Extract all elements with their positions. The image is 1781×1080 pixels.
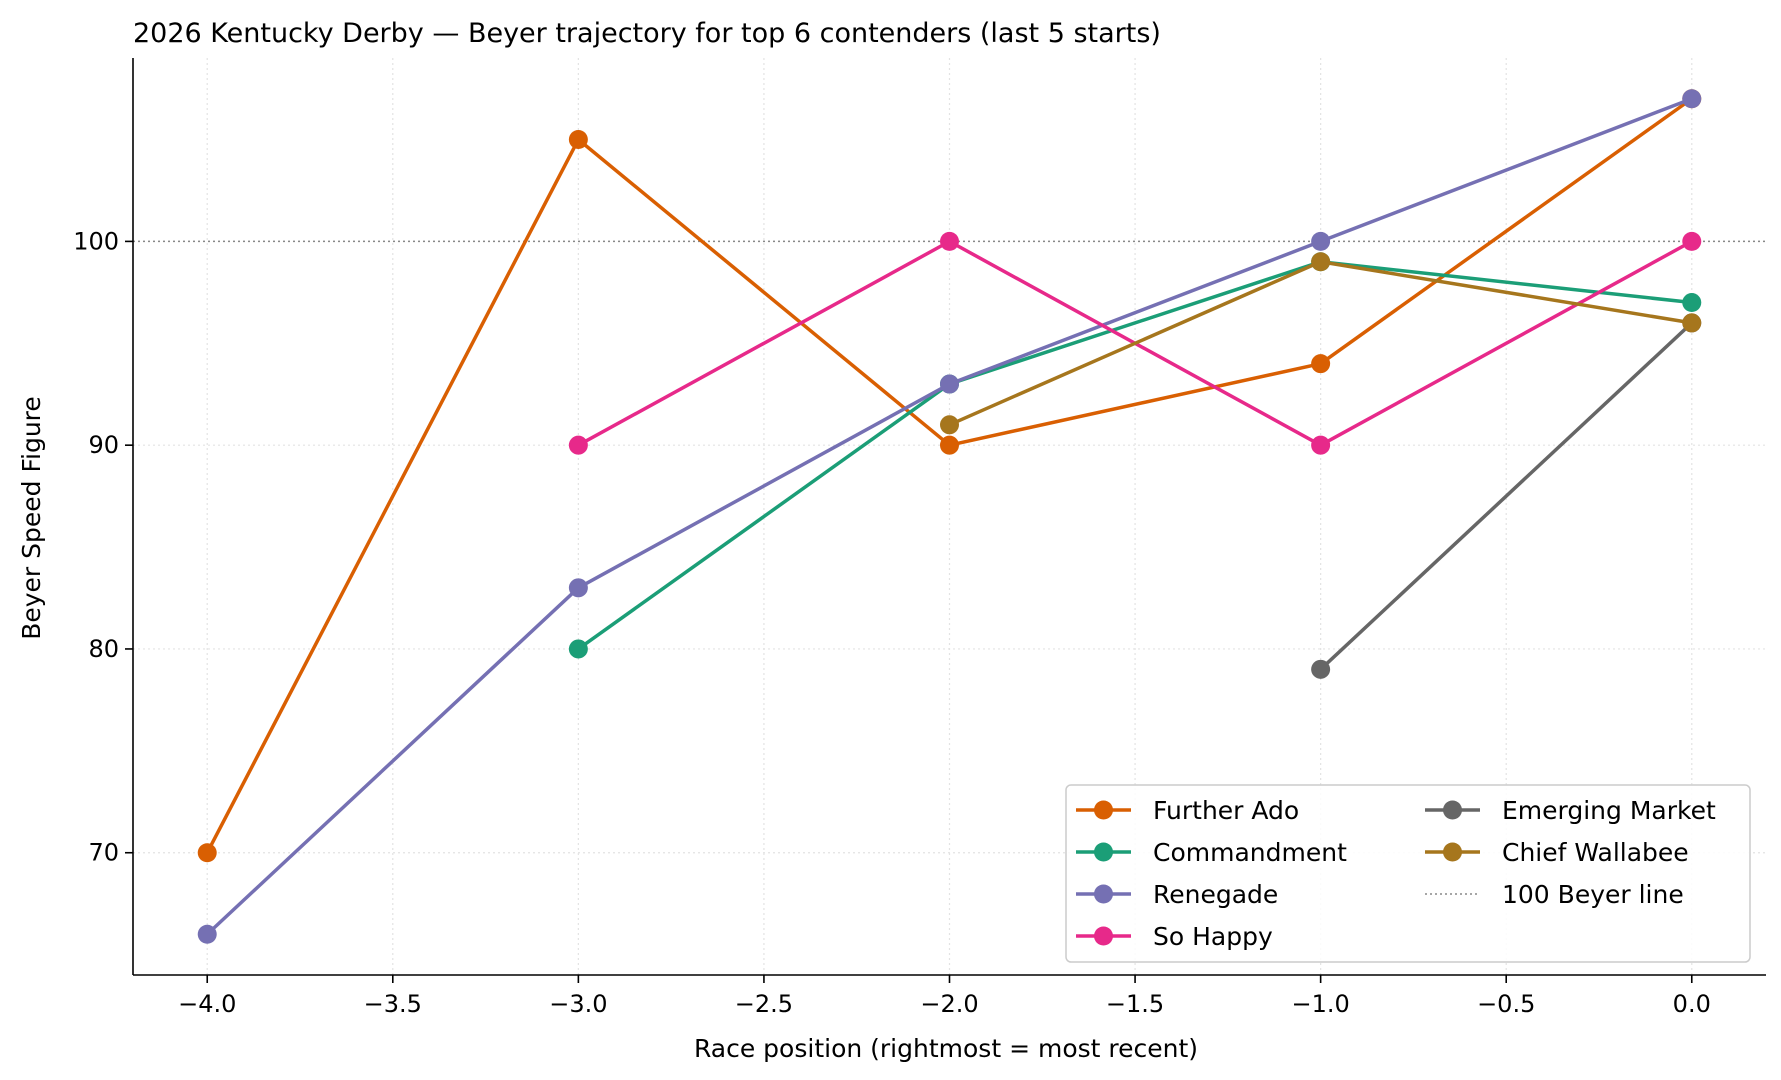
legend-marker-swatch bbox=[1094, 842, 1113, 862]
y-axis-title: Beyer Speed Figure bbox=[17, 396, 46, 640]
series-line-emerging-market bbox=[1319, 321, 1693, 671]
legend: Further Ado Commandment Renegade So Happy Em… bbox=[1065, 784, 1751, 963]
legend-label: Chief Wallabee bbox=[1502, 838, 1689, 867]
x-tick-label: −3.5 bbox=[364, 990, 422, 1018]
data-point-emerging-market bbox=[1311, 659, 1331, 679]
legend-label: Renegade bbox=[1153, 880, 1278, 909]
legend-label: Emerging Market bbox=[1502, 796, 1716, 825]
legend-entry-emerging-market: Emerging Market bbox=[1425, 796, 1716, 825]
series-chief-wallabee bbox=[940, 252, 1702, 435]
data-point-so-happy bbox=[1682, 231, 1702, 251]
chart-title: 2026 Kentucky Derby — Beyer trajectory f… bbox=[133, 18, 1161, 49]
legend-frame bbox=[1065, 784, 1751, 963]
legend-marker-swatch bbox=[1443, 800, 1462, 820]
y-tick-label: 80 bbox=[88, 635, 119, 663]
data-point-further-ado bbox=[197, 843, 217, 863]
legend-marker-swatch bbox=[1094, 884, 1113, 904]
data-point-commandment bbox=[568, 639, 588, 659]
x-tick-label: −1.5 bbox=[1106, 990, 1164, 1018]
ticks: −4.0 −3.5 −3.0 −2.5 −2.0 −1.5 −1.0 −0.5 0.0 70 80 9… bbox=[73, 227, 1711, 1018]
data-point-commandment bbox=[1682, 293, 1702, 313]
data-point-renegade bbox=[1311, 231, 1331, 251]
legend-items: Further Ado Commandment Renegade So Happy Em… bbox=[1076, 796, 1716, 951]
data-point-renegade bbox=[1682, 89, 1702, 109]
x-tick-label: −1.0 bbox=[1291, 990, 1349, 1018]
data-point-renegade bbox=[568, 578, 588, 598]
data-point-so-happy bbox=[940, 231, 959, 251]
data-point-chief-wallabee bbox=[940, 415, 959, 435]
legend-entry-so-happy: So Happy bbox=[1076, 922, 1273, 951]
legend-entry-commandment: Commandment bbox=[1076, 838, 1347, 867]
x-axis-title: Race position (rightmost = most recent) bbox=[694, 1034, 1198, 1063]
legend-label: 100 Beyer line bbox=[1502, 880, 1684, 909]
legend-entry-renegade: Renegade bbox=[1076, 880, 1278, 909]
series-layer bbox=[197, 89, 1702, 944]
data-point-chief-wallabee bbox=[1682, 313, 1702, 333]
y-tick-label: 90 bbox=[88, 431, 119, 459]
data-point-so-happy bbox=[1311, 435, 1331, 455]
x-tick-label: 0.0 bbox=[1673, 990, 1711, 1018]
legend-label: So Happy bbox=[1153, 922, 1273, 951]
data-point-renegade bbox=[940, 374, 959, 394]
data-point-chief-wallabee bbox=[1311, 252, 1331, 272]
data-point-renegade bbox=[197, 924, 217, 944]
y-tick-label: 70 bbox=[88, 839, 119, 867]
series-further-ado bbox=[197, 89, 1702, 863]
x-tick-label: −2.0 bbox=[920, 990, 978, 1018]
data-point-further-ado bbox=[940, 435, 959, 455]
series-line-commandment bbox=[577, 260, 1692, 651]
legend-entry-chief-wallabee: Chief Wallabee bbox=[1425, 838, 1689, 867]
data-point-further-ado bbox=[568, 130, 588, 150]
legend-marker-swatch bbox=[1094, 800, 1113, 820]
x-tick-label: −0.5 bbox=[1477, 990, 1535, 1018]
legend-marker-swatch bbox=[1443, 842, 1462, 862]
x-tick-label: −4.0 bbox=[178, 990, 236, 1018]
legend-label: Commandment bbox=[1153, 838, 1347, 867]
x-tick-label: −3.0 bbox=[549, 990, 607, 1018]
legend-marker-swatch bbox=[1094, 926, 1113, 946]
legend-entry-further-ado: Further Ado bbox=[1076, 796, 1299, 825]
data-point-so-happy bbox=[568, 435, 588, 455]
legend-label: Further Ado bbox=[1153, 796, 1299, 825]
series-renegade bbox=[197, 89, 1702, 944]
x-tick-label: −2.5 bbox=[735, 990, 793, 1018]
data-point-further-ado bbox=[1311, 354, 1331, 374]
y-tick-label: 100 bbox=[73, 227, 119, 255]
legend-entry-100-beyer-line: 100 Beyer line bbox=[1425, 880, 1684, 909]
